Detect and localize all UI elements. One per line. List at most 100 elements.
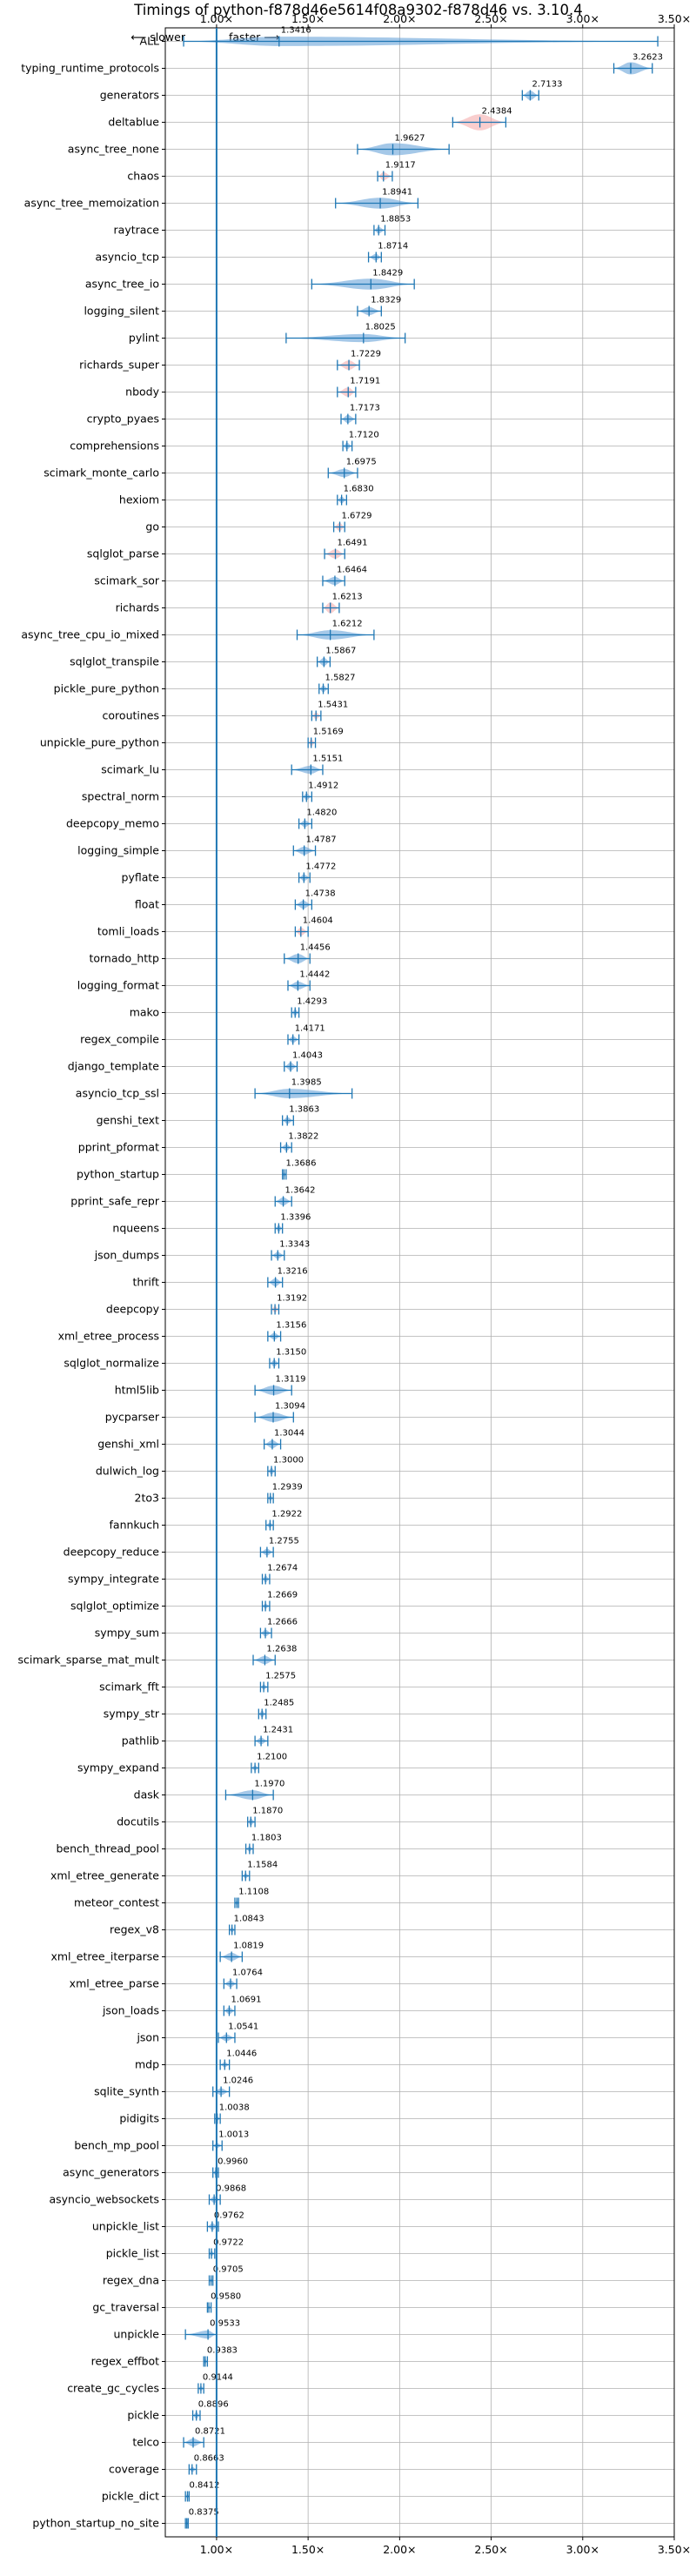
benchmark-label: sympy_str bbox=[104, 1707, 160, 1721]
x-tick-label-bottom: 1.00× bbox=[200, 2543, 233, 2556]
x-tick-label-top: 2.00× bbox=[383, 12, 416, 25]
benchmark-label: 2to3 bbox=[135, 1492, 159, 1505]
benchmark-label: chaos bbox=[127, 170, 159, 183]
data-label: 1.2100 bbox=[257, 1753, 287, 1762]
benchmark-label: scimark_monte_carlo bbox=[44, 466, 159, 480]
data-label: 1.5431 bbox=[318, 701, 348, 710]
data-label: 1.2485 bbox=[264, 1699, 294, 1708]
data-label: 1.0246 bbox=[223, 2076, 253, 2086]
data-label: 0.9533 bbox=[210, 2319, 240, 2329]
data-label: 1.7229 bbox=[351, 350, 381, 359]
benchmark-label: json_dumps bbox=[94, 1249, 159, 1262]
benchmark-label: coroutines bbox=[103, 709, 159, 722]
benchmark-label: scimark_sor bbox=[94, 574, 159, 587]
benchmark-label: logging_format bbox=[77, 979, 159, 992]
data-label: 1.0038 bbox=[219, 2103, 250, 2113]
benchmark-label: crypto_pyaes bbox=[87, 413, 159, 426]
data-label: 1.6975 bbox=[346, 458, 377, 467]
data-label: 1.7120 bbox=[349, 431, 379, 440]
benchmark-label: async_tree_memoization bbox=[24, 197, 159, 210]
benchmark-label: json_loads bbox=[102, 2004, 159, 2017]
benchmark-label: comprehensions bbox=[70, 439, 159, 453]
benchmark-label: docutils bbox=[117, 1815, 159, 1828]
benchmark-label: pylint bbox=[129, 332, 159, 345]
data-label: 1.6729 bbox=[342, 512, 372, 521]
benchmark-label: gc_traversal bbox=[92, 2301, 159, 2314]
data-label: 0.8663 bbox=[194, 2454, 224, 2464]
benchmark-label: sqlglot_optimize bbox=[70, 1600, 159, 1613]
x-tick-label-bottom: 2.00× bbox=[383, 2543, 416, 2556]
benchmark-label: async_generators bbox=[63, 2166, 159, 2179]
data-label: 1.8025 bbox=[365, 323, 396, 332]
data-label: 1.3863 bbox=[289, 1105, 319, 1115]
benchmark-label: regex_dna bbox=[103, 2274, 159, 2287]
benchmark-label: xml_etree_parse bbox=[70, 1977, 160, 1990]
data-label: 0.9868 bbox=[216, 2184, 246, 2194]
benchmark-label: xml_etree_generate bbox=[50, 1869, 159, 1882]
benchmark-label: async_tree_none bbox=[68, 143, 160, 156]
data-label: 1.3416 bbox=[281, 26, 311, 36]
benchmark-label: genshi_text bbox=[97, 1114, 159, 1127]
x-tick-label-bottom: 1.50× bbox=[291, 2543, 325, 2556]
x-tick-label-bottom: 3.00× bbox=[566, 2543, 599, 2556]
benchmark-label: tomli_loads bbox=[97, 925, 159, 938]
data-label: 1.4604 bbox=[303, 916, 333, 926]
benchmark-label: xml_etree_iterparse bbox=[50, 1950, 159, 1963]
data-label: 1.4442 bbox=[299, 970, 330, 980]
benchmark-label: asyncio_tcp bbox=[96, 251, 160, 264]
data-label: 1.1970 bbox=[254, 1780, 284, 1789]
data-label: 1.8329 bbox=[371, 296, 401, 305]
benchmark-label: unpickle bbox=[113, 2328, 159, 2341]
x-tick-label-top: 2.50× bbox=[474, 12, 507, 25]
benchmark-label: scimark_lu bbox=[101, 763, 159, 776]
x-tick-label-top: 3.50× bbox=[658, 12, 691, 25]
benchmark-label: hexiom bbox=[119, 493, 159, 506]
data-label: 1.7173 bbox=[350, 404, 380, 413]
data-label: 0.9960 bbox=[218, 2157, 248, 2167]
benchmark-label: pickle bbox=[127, 2409, 159, 2422]
data-label: 1.2575 bbox=[265, 1672, 296, 1681]
data-label: 1.5151 bbox=[312, 755, 343, 764]
benchmark-label: create_gc_cycles bbox=[67, 2382, 159, 2395]
benchmark-label: sqlglot_normalize bbox=[64, 1357, 159, 1370]
data-label: 1.0843 bbox=[234, 1915, 264, 1924]
data-label: 1.3985 bbox=[291, 1078, 322, 1088]
data-label: 1.6491 bbox=[338, 539, 368, 548]
data-label: 0.8412 bbox=[190, 2481, 220, 2491]
direction-slower-label: ⟵ slower bbox=[130, 30, 185, 44]
data-label: 1.1108 bbox=[238, 1888, 269, 1897]
data-label: 1.3642 bbox=[285, 1186, 316, 1196]
benchmark-label: unpickle_pure_python bbox=[40, 736, 159, 749]
data-label: 1.5867 bbox=[325, 647, 356, 656]
benchmark-label: go bbox=[145, 520, 159, 533]
plot-area: 1.00× 1.00× 1.50× 1.50× 2.00× 2.00× 2.50× 2.50×… bbox=[18, 12, 692, 2556]
benchmark-label: sympy_expand bbox=[77, 1761, 159, 1774]
data-label: 0.9144 bbox=[203, 2373, 233, 2383]
data-label: 1.5169 bbox=[313, 728, 344, 737]
benchmark-label: pickle_list bbox=[106, 2247, 159, 2260]
benchmark-label: deepcopy bbox=[106, 1303, 160, 1316]
benchmark-label: fannkuch bbox=[110, 1519, 159, 1532]
benchmark-label: pathlib bbox=[122, 1734, 159, 1748]
data-label: 1.9117 bbox=[385, 161, 416, 171]
benchmark-label: python_startup_no_site bbox=[32, 2517, 159, 2530]
benchmark-label: spectral_norm bbox=[82, 790, 159, 803]
benchmark-label: deltablue bbox=[108, 116, 159, 129]
data-label: 1.4738 bbox=[305, 889, 336, 899]
benchmark-label: meteor_contest bbox=[74, 1896, 159, 1909]
benchmark-label: html5lib bbox=[115, 1384, 159, 1397]
data-label: 1.5827 bbox=[325, 674, 356, 683]
benchmark-label: pickle_dict bbox=[102, 2490, 159, 2503]
benchmark-label: nqueens bbox=[112, 1222, 159, 1235]
data-label: 0.9383 bbox=[207, 2346, 238, 2356]
x-tick-label-top: 1.00× bbox=[200, 12, 233, 25]
benchmark-label: pyflate bbox=[122, 871, 160, 884]
data-label: 0.9762 bbox=[214, 2211, 244, 2221]
benchmark-label: richards_super bbox=[79, 359, 160, 372]
data-label: 1.1584 bbox=[247, 1861, 278, 1870]
data-label: 1.6464 bbox=[337, 566, 367, 575]
data-label: 1.3119 bbox=[276, 1375, 306, 1385]
data-label: 1.0541 bbox=[228, 2023, 258, 2032]
data-label: 1.6830 bbox=[344, 485, 374, 494]
data-label: 1.0819 bbox=[233, 1942, 264, 1951]
